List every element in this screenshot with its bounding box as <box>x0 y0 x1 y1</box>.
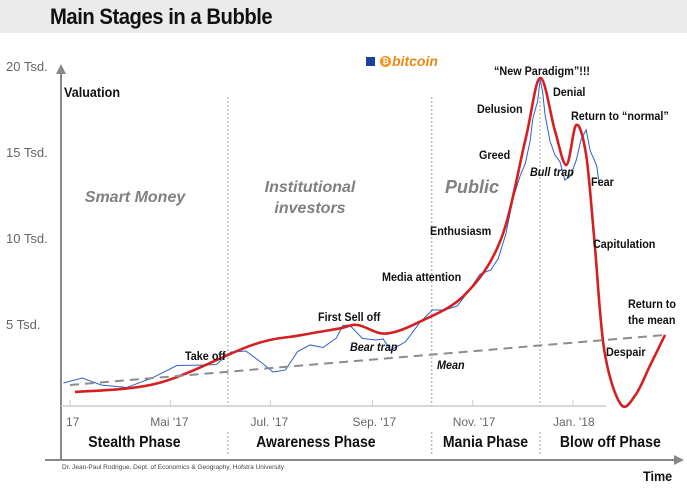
phase-blow-off: Blow off Phase <box>559 434 661 451</box>
annotation-first-sell-off: First Sell off <box>318 310 381 324</box>
annotation-take-off: Take off <box>185 349 226 363</box>
chart-title: Main Stages in a Bubble <box>50 4 273 29</box>
annotation-capitulation: Capitulation <box>593 237 656 251</box>
group-institutional-line2: investors <box>274 200 346 217</box>
group-smart-money: Smart Money <box>84 189 186 206</box>
phase-stealth: Stealth Phase <box>88 434 181 451</box>
y-tick-label: 5 Tsd. <box>6 317 41 332</box>
legend-marker <box>366 56 375 66</box>
phase-mania: Mania Phase <box>442 434 529 451</box>
bitcoin-logo-icon: ₿ <box>380 55 391 67</box>
bubble-curve <box>74 76 667 409</box>
annotation-new-paradigm: “New Paradigm”!!! <box>494 64 591 78</box>
group-institutional: Institutional investors <box>240 177 380 219</box>
y-axis-label: Valuation <box>64 84 121 100</box>
x-tick-label: Jan. '18 <box>553 415 595 429</box>
annotation-despair: Despair <box>606 345 646 359</box>
group-institutional-line1: Institutional <box>264 179 356 196</box>
annotation-fear: Fear <box>591 175 614 189</box>
x-tick-label: Mai '17 <box>150 415 189 429</box>
annotation-denial: Denial <box>553 85 586 99</box>
mean-line <box>69 333 666 387</box>
group-public: Public <box>445 177 500 197</box>
x-tick-label: Jul. '17 <box>250 415 289 429</box>
annotation-bear-trap: Bear trap <box>350 340 398 354</box>
x-axis-arrow-icon <box>674 455 684 465</box>
annotation-enthusiasm: Enthusiasm <box>430 224 492 238</box>
x-tick-label: Nov. '17 <box>452 415 496 429</box>
legend-label: bitcoin <box>392 53 438 69</box>
x-axis-label: Time <box>643 468 673 484</box>
annotation-mean: Mean <box>437 358 465 372</box>
annotation-bull-trap: Bull trap <box>530 165 574 179</box>
annotation-media-attention: Media attention <box>382 270 462 284</box>
x-tick-label: 17 <box>66 415 80 429</box>
annotation-return-to-mean-line2: the mean <box>628 313 676 327</box>
annotation-greed: Greed <box>479 148 511 162</box>
title-bar: Main Stages in a Bubble <box>0 0 687 33</box>
y-tick-label: 10 Tsd. <box>6 231 48 246</box>
annotation-delusion: Delusion <box>477 102 523 116</box>
credit-text: Dr. Jean-Paul Rodrigue, Dept. of Economi… <box>62 464 285 471</box>
annotation-return-to-mean: Return to the mean <box>628 296 676 328</box>
y-tick-label: 20 Tsd. <box>6 59 48 74</box>
y-axis-arrow-icon <box>56 64 66 74</box>
y-tick-label: 15 Tsd. <box>6 145 48 160</box>
annotation-return-to-normal: Return to “normal” <box>571 109 669 123</box>
annotation-return-to-mean-line1: Return to <box>628 297 676 311</box>
phase-awareness: Awareness Phase <box>256 434 376 451</box>
legend: ₿ bitcoin <box>366 53 438 69</box>
x-tick-label: Sep. '17 <box>352 415 397 429</box>
bitcoin-price-line <box>63 79 600 389</box>
